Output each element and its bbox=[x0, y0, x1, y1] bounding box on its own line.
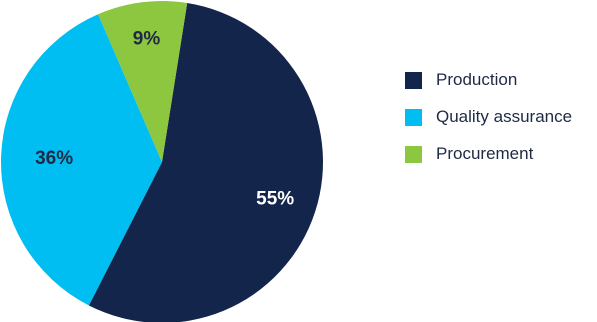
data-label-production: 55% bbox=[256, 188, 294, 209]
legend-label-procurement: Procurement bbox=[436, 144, 534, 163]
data-label-procurement: 9% bbox=[133, 29, 161, 50]
pie-slice-production bbox=[88, 2, 323, 322]
pie-slice-procurement bbox=[98, 0, 188, 163]
pie-data-labels: 55% 36% 9% bbox=[35, 29, 294, 210]
pie-slice-quality-assurance bbox=[1, 14, 162, 306]
legend: Production Quality assurance Procurement bbox=[405, 70, 573, 182]
pie-slices bbox=[1, 0, 323, 322]
legend-item-production: Production bbox=[405, 70, 572, 89]
legend-item-quality-assurance: Quality assurance bbox=[405, 107, 573, 126]
legend-swatch-procurement bbox=[405, 145, 422, 163]
legend-label-quality-assurance: Quality assurance bbox=[436, 107, 573, 126]
legend-swatch-production bbox=[405, 71, 422, 89]
legend-label-production: Production bbox=[436, 70, 518, 89]
data-label-quality-assurance: 36% bbox=[35, 148, 73, 169]
legend-swatch-quality-assurance bbox=[405, 108, 422, 126]
legend-item-procurement: Procurement bbox=[405, 144, 572, 163]
